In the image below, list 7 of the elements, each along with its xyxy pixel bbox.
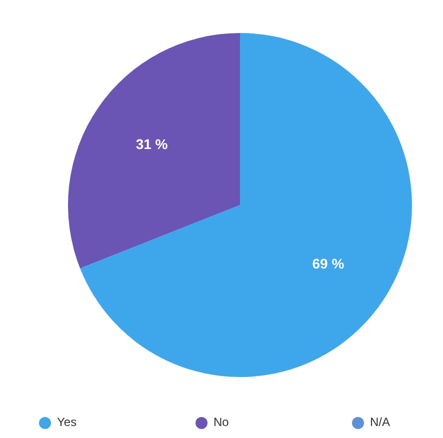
data-label: 69 % [312,256,345,272]
legend-label: Yes [57,415,77,430]
legend-label: No [214,415,230,430]
data-label: 31 % [136,136,168,152]
pie-slice [80,33,412,377]
pie-slice [68,33,240,268]
legend-label: N/A [370,415,390,430]
